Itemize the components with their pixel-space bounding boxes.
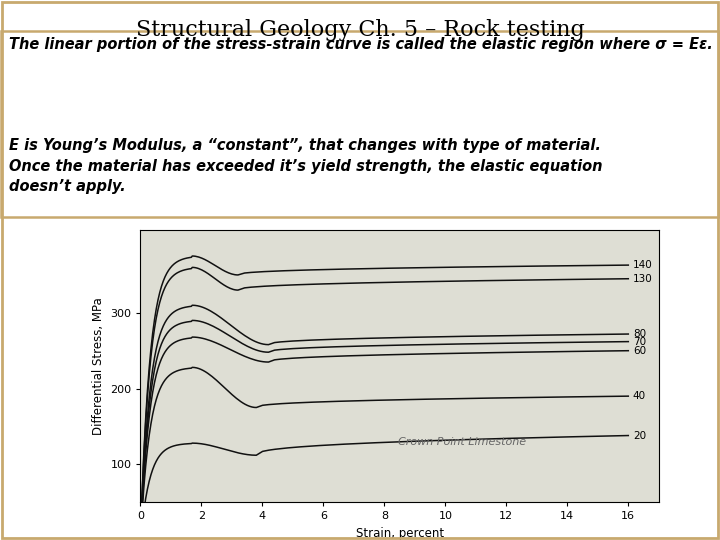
- Text: The linear portion of the stress-strain curve is called the elastic region where: The linear portion of the stress-strain …: [9, 37, 712, 52]
- Text: Crown Point Limestone: Crown Point Limestone: [397, 437, 526, 447]
- Text: Structural Geology Ch. 5 – Rock testing: Structural Geology Ch. 5 – Rock testing: [135, 19, 585, 41]
- Text: 60: 60: [633, 346, 646, 356]
- Text: 140: 140: [633, 260, 652, 270]
- Text: 40: 40: [633, 391, 646, 401]
- Text: 70: 70: [633, 336, 646, 347]
- Text: E is Young’s Modulus, a “constant”, that changes with type of material.
Once the: E is Young’s Modulus, a “constant”, that…: [9, 138, 602, 194]
- Text: 20: 20: [633, 430, 646, 441]
- Text: 80: 80: [633, 329, 646, 339]
- Text: 130: 130: [633, 274, 652, 284]
- FancyBboxPatch shape: [1, 31, 719, 217]
- Y-axis label: Differential Stress, MPa: Differential Stress, MPa: [91, 297, 104, 435]
- X-axis label: Strain, percent: Strain, percent: [356, 527, 444, 540]
